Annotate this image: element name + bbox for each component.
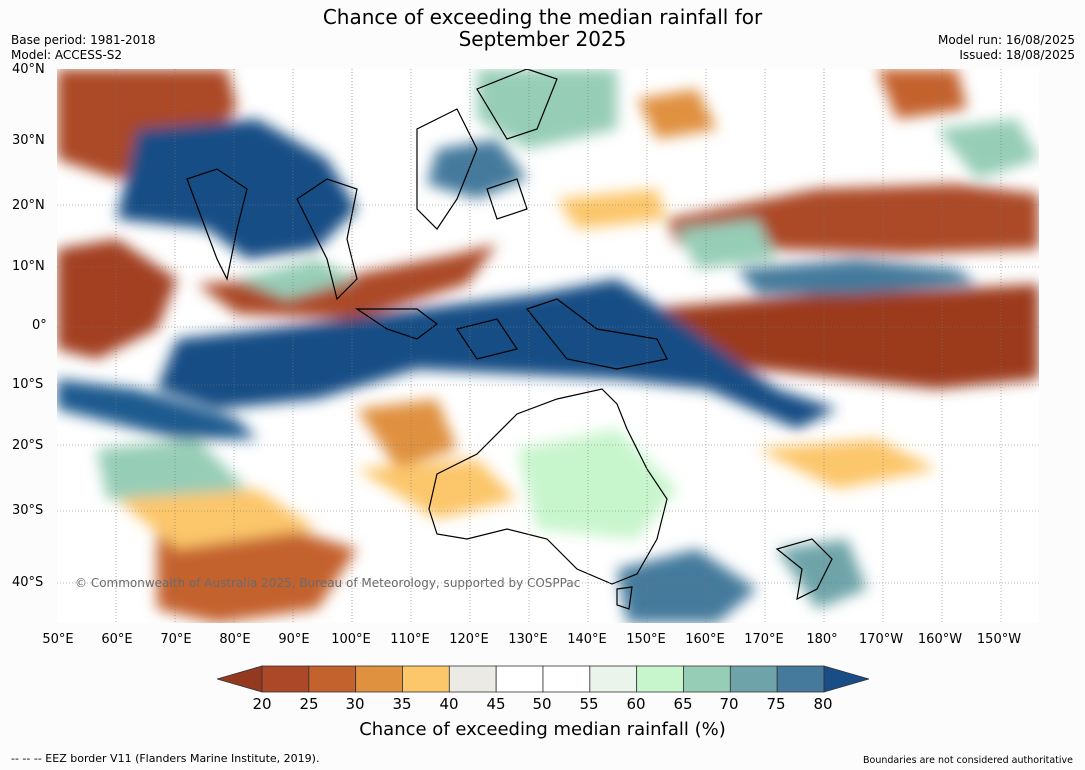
- lon-label: 50°E: [42, 632, 74, 647]
- colorbar-segment: [495, 665, 544, 693]
- lat-label: 40°N: [12, 62, 45, 77]
- lon-label: 110°E: [390, 632, 430, 647]
- lon-label: 150°W: [976, 632, 1022, 647]
- rainfall-probability-map: © Commonwealth of Australia 2025, Bureau…: [57, 69, 1039, 623]
- colorbar-tick: 25: [299, 695, 319, 713]
- copyright-notice: © Commonwealth of Australia 2025, Bureau…: [75, 576, 580, 590]
- model-name: Model: ACCESS-S2: [11, 48, 123, 62]
- eez-border-note: -- -- -- EEZ border V11 (Flanders Marine…: [11, 752, 320, 765]
- colorbar-tick: 40: [439, 695, 459, 713]
- map-title-line2: September 2025: [458, 27, 627, 51]
- lon-label: 60°E: [101, 632, 133, 647]
- colorbar-segment: [589, 665, 638, 693]
- lon-label: 90°E: [278, 632, 310, 647]
- colorbar-tick: 50: [532, 695, 552, 713]
- colorbar-tick: 75: [766, 695, 786, 713]
- colorbar-title: Chance of exceeding median rainfall (%): [359, 719, 726, 740]
- colorbar-segment: [542, 665, 591, 693]
- colorbar-tick: 30: [345, 695, 365, 713]
- colorbar-tick: 60: [626, 695, 646, 713]
- colorbar: [217, 665, 869, 693]
- map-title-line1: Chance of exceeding the median rainfall …: [322, 5, 763, 29]
- boundaries-disclaimer: Boundaries are not considered authoritat…: [863, 755, 1073, 766]
- colorbar-tick: 45: [486, 695, 506, 713]
- colorbar-segment: [448, 665, 497, 693]
- lon-label: 130°E: [508, 632, 548, 647]
- model-run: Model run: 16/08/2025: [937, 33, 1075, 47]
- probability-field: [57, 69, 1039, 623]
- lon-label: 150°E: [626, 632, 666, 647]
- colorbar-segment: [636, 665, 684, 693]
- graticule: [57, 69, 1039, 623]
- coastlines: [186, 69, 833, 610]
- lon-label: 70°E: [160, 632, 192, 647]
- base-period: Base period: 1981-2018: [11, 33, 156, 47]
- lon-label: 80°E: [219, 632, 251, 647]
- colorbar-tick: 65: [673, 695, 693, 713]
- lon-label: 100°E: [331, 632, 371, 647]
- lat-label: 30°S: [12, 503, 44, 518]
- colorbar-upper-arrow: [823, 665, 869, 693]
- lat-label: 10°N: [12, 259, 45, 274]
- lon-label: 160°W: [917, 632, 963, 647]
- lon-label: 140°E: [567, 632, 607, 647]
- colorbar-segment: [402, 665, 450, 693]
- lat-label: 20°N: [12, 198, 45, 213]
- lat-label: 10°S: [12, 377, 44, 392]
- lat-label: 20°S: [12, 438, 44, 453]
- lat-label: 40°S: [12, 575, 44, 590]
- issued-date: Issued: 18/08/2025: [959, 48, 1075, 62]
- colorbar-tick: 20: [252, 695, 272, 713]
- colorbar-segment: [683, 665, 731, 693]
- colorbar-segment: [308, 665, 357, 693]
- colorbar-segment: [261, 665, 310, 693]
- colorbar-tick: 35: [392, 695, 412, 713]
- colorbar-tick: 70: [719, 695, 739, 713]
- lon-label: 180°: [806, 632, 838, 647]
- lon-label: 170°W: [858, 632, 904, 647]
- colorbar-segment: [776, 665, 825, 693]
- lat-label: 30°N: [12, 133, 45, 148]
- colorbar-tick: 55: [579, 695, 599, 713]
- colorbar-lower-arrow: [217, 665, 263, 693]
- colorbar-segment: [355, 665, 403, 693]
- lon-label: 120°E: [449, 632, 489, 647]
- lon-label: 160°E: [685, 632, 725, 647]
- colorbar-segment: [729, 665, 778, 693]
- colorbar-tick: 80: [813, 695, 833, 713]
- lon-label: 170°E: [744, 632, 784, 647]
- lat-label: 0°: [32, 318, 47, 333]
